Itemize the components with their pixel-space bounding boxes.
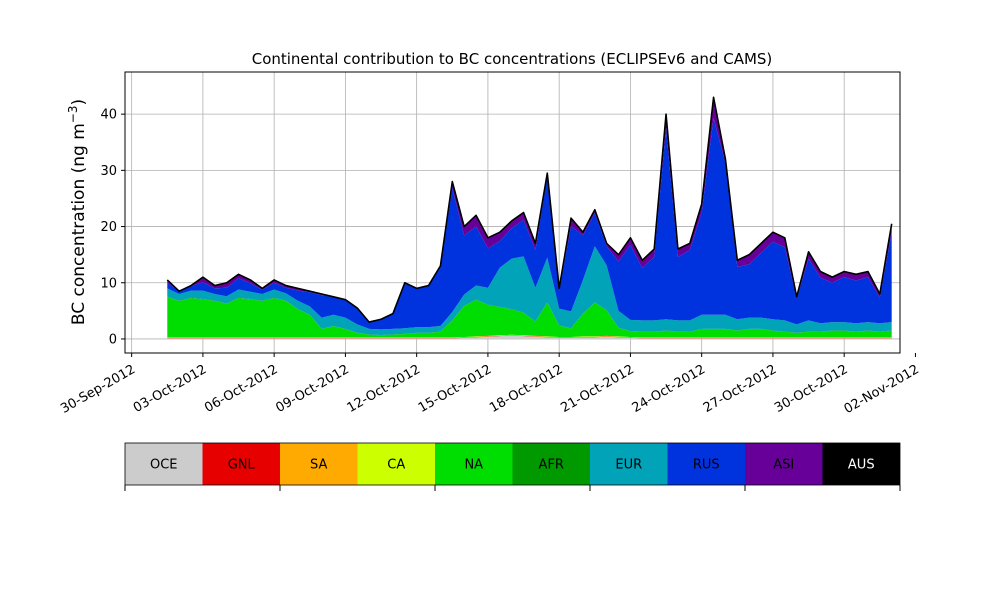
colorbar-legend: OCE GNL SA CA NA AFR EUR RUS ASI AUS (124, 442, 901, 491)
y-axis-label-superscript: −3 (66, 105, 80, 123)
legend-label-eur: EUR (615, 458, 642, 473)
y-tick-label-2: 20 (100, 220, 117, 235)
total-line (166, 96, 893, 323)
legend-swatch-rus (667, 443, 745, 485)
legend-label-sa: SA (310, 458, 327, 473)
legend-swatch-sa (280, 443, 358, 485)
legend-label-afr: AFR (539, 458, 564, 473)
legend-swatch-afr (512, 443, 590, 485)
legend-label-rus: RUS (693, 458, 720, 473)
plot-frame (124, 71, 901, 354)
y-tick-label-1: 10 (100, 276, 117, 291)
legend-swatch-aus (822, 443, 900, 485)
area-eur (167, 246, 892, 336)
chart-title: Continental contribution to BC concentra… (252, 50, 773, 68)
legend-label-asi: ASI (773, 458, 794, 473)
y-axis-label-main: BC concentration (ng m (69, 123, 89, 325)
legend-swatch-oce (125, 443, 203, 485)
legend-label-ca: CA (387, 458, 405, 473)
area-rus (167, 118, 892, 330)
legend-label-oce: OCE (150, 458, 178, 473)
legend-label-aus: AUS (848, 458, 875, 473)
area-na (167, 297, 892, 338)
legend-swatch-eur (590, 443, 668, 485)
legend-swatch-gnl (202, 443, 280, 485)
y-axis-label-close: ) (69, 99, 89, 106)
stacked-area-layer (167, 96, 892, 339)
legend-frame (124, 442, 901, 486)
y-tick-label-4: 40 (100, 108, 117, 123)
legend-swatch-ca (357, 443, 435, 485)
y-tick-label-0: 0 (109, 332, 117, 347)
legend-label-gnl: GNL (228, 458, 256, 473)
total-line-layer (166, 96, 893, 323)
legend-swatch-asi (745, 443, 823, 485)
legend-label-na: NA (464, 458, 483, 473)
y-axis-label: BC concentration (ng m−3) (66, 99, 89, 325)
area-oce (167, 335, 892, 339)
legend-swatch-na (435, 443, 513, 485)
y-tick-label-3: 30 (100, 164, 117, 179)
